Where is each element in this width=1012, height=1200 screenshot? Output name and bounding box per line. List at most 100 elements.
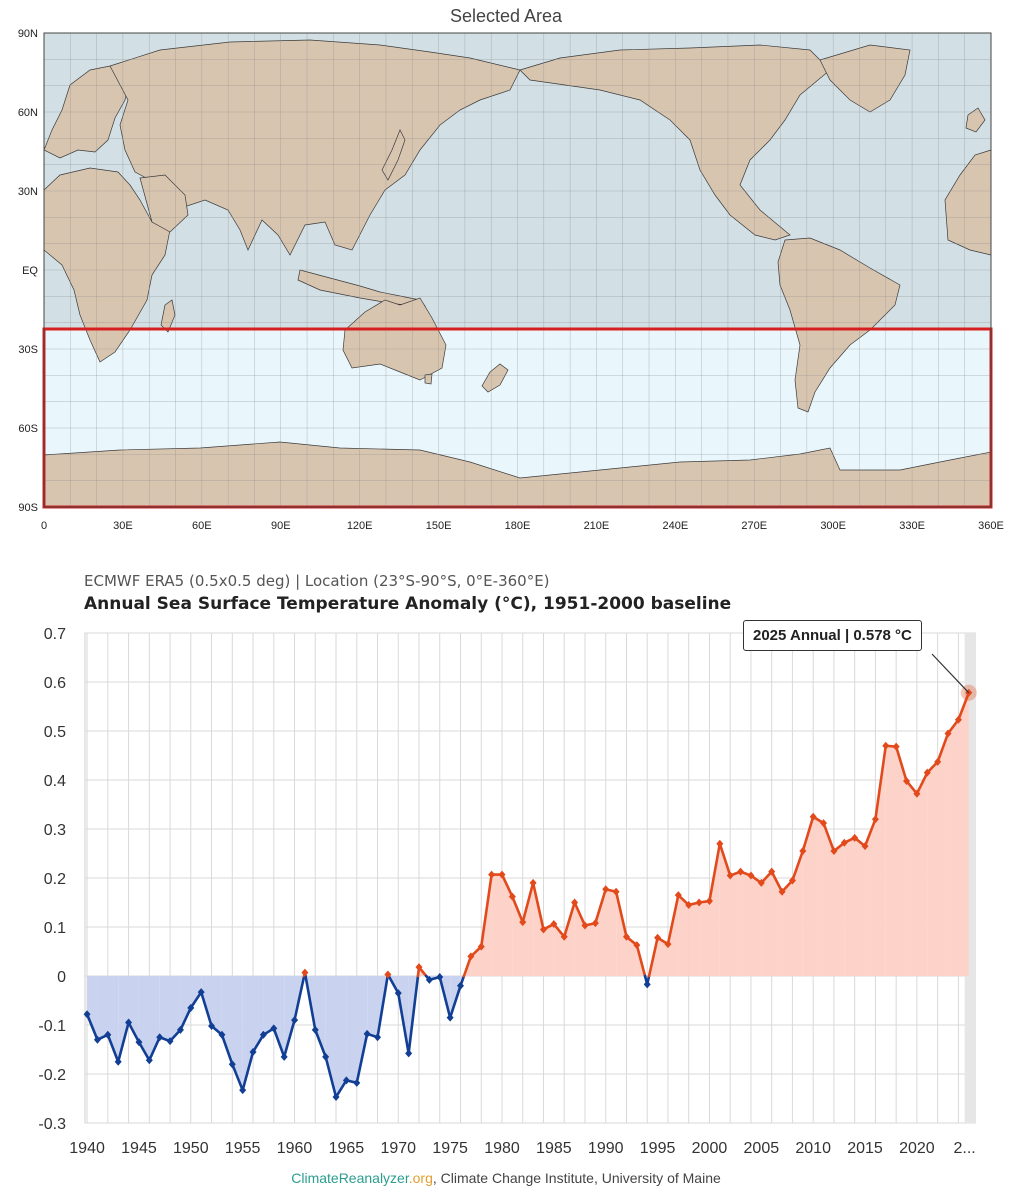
data-point[interactable] — [809, 812, 817, 821]
data-point[interactable] — [622, 932, 630, 941]
data-point[interactable] — [384, 970, 392, 979]
data-point[interactable] — [685, 900, 693, 909]
data-point[interactable] — [166, 1037, 174, 1046]
map-lon-label: 60E — [192, 520, 212, 532]
data-point[interactable] — [394, 989, 402, 998]
data-point[interactable] — [353, 1078, 361, 1087]
area-segment — [367, 976, 378, 1038]
data-point[interactable] — [664, 940, 672, 949]
data-point[interactable] — [208, 1021, 216, 1030]
data-point[interactable] — [539, 925, 547, 934]
land-africa — [43, 167, 171, 363]
data-point[interactable] — [498, 870, 506, 879]
data-point[interactable] — [882, 741, 890, 750]
land-masses — [43, 39, 992, 508]
data-point[interactable] — [944, 729, 952, 738]
data-point[interactable] — [871, 815, 879, 824]
data-point[interactable] — [187, 1003, 195, 1012]
data-point[interactable] — [301, 968, 309, 977]
area-segment — [937, 733, 949, 976]
data-point[interactable] — [923, 768, 931, 777]
data-point[interactable] — [457, 981, 465, 990]
data-point[interactable] — [747, 871, 755, 880]
area-segment — [730, 871, 741, 976]
data-point[interactable] — [425, 975, 433, 984]
data-point[interactable] — [934, 757, 942, 766]
data-point[interactable] — [125, 1018, 133, 1027]
data-point[interactable] — [311, 1025, 319, 1034]
data-point[interactable] — [571, 898, 579, 907]
data-point[interactable] — [135, 1038, 143, 1047]
data-point[interactable] — [228, 1060, 236, 1069]
data-point[interactable] — [654, 933, 662, 942]
data-point[interactable] — [840, 838, 848, 847]
data-point[interactable] — [446, 1013, 454, 1022]
data-point[interactable] — [757, 878, 765, 887]
data-point[interactable] — [259, 1030, 267, 1039]
data-point[interactable] — [519, 918, 527, 927]
data-point[interactable] — [280, 1052, 288, 1061]
data-point[interactable] — [374, 1033, 382, 1042]
series-line-segment — [272, 1027, 286, 1059]
series-line-segment — [387, 974, 400, 995]
data-point[interactable] — [643, 980, 651, 989]
series-line-segment — [718, 842, 732, 877]
data-point[interactable] — [768, 867, 776, 876]
data-point[interactable] — [93, 1035, 101, 1044]
data-point[interactable] — [529, 878, 537, 887]
data-point[interactable] — [363, 1029, 371, 1038]
area-segment — [543, 924, 554, 976]
data-point[interactable] — [291, 1016, 299, 1025]
data-point[interactable] — [342, 1076, 350, 1085]
data-point[interactable] — [737, 867, 745, 876]
data-point[interactable] — [861, 842, 869, 851]
data-point[interactable] — [851, 833, 859, 842]
data-point[interactable] — [674, 891, 682, 900]
data-point[interactable] — [581, 921, 589, 930]
data-point[interactable] — [591, 919, 599, 928]
data-point[interactable] — [405, 1049, 413, 1058]
data-point[interactable] — [788, 876, 796, 885]
data-point[interactable] — [176, 1025, 184, 1034]
data-point[interactable] — [114, 1057, 122, 1066]
data-point[interactable] — [104, 1030, 112, 1039]
data-point[interactable] — [892, 742, 900, 751]
data-point[interactable] — [695, 898, 703, 907]
data-point[interactable] — [156, 1033, 164, 1042]
data-point[interactable] — [716, 839, 724, 848]
data-point[interactable] — [602, 885, 610, 894]
data-point[interactable] — [249, 1047, 257, 1056]
data-point[interactable] — [415, 963, 423, 972]
area-segment — [958, 692, 969, 976]
data-point[interactable] — [705, 897, 713, 906]
data-point[interactable] — [145, 1056, 153, 1065]
data-point[interactable] — [726, 871, 734, 880]
data-point[interactable] — [913, 789, 921, 798]
data-point[interactable] — [467, 952, 475, 961]
data-point[interactable] — [508, 892, 516, 901]
data-point[interactable] — [436, 972, 444, 981]
data-point[interactable] — [218, 1030, 226, 1039]
data-point[interactable] — [633, 941, 641, 950]
data-point[interactable] — [197, 988, 205, 997]
data-point[interactable] — [332, 1093, 340, 1102]
data-point[interactable] — [903, 776, 911, 785]
data-point[interactable] — [799, 847, 807, 856]
data-point[interactable] — [477, 942, 485, 951]
data-point[interactable] — [830, 847, 838, 856]
data-point[interactable] — [488, 870, 496, 879]
data-point[interactable] — [270, 1024, 278, 1033]
data-point[interactable] — [550, 920, 558, 929]
footer-rest: , Climate Change Institute, University o… — [432, 1170, 721, 1186]
data-point[interactable] — [820, 819, 828, 828]
map-lat-label: 60N — [18, 107, 38, 119]
data-point[interactable] — [954, 715, 962, 724]
footer-org[interactable]: .org — [408, 1170, 433, 1186]
data-point[interactable] — [239, 1086, 247, 1095]
footer-brand[interactable]: ClimateReanalyzer — [291, 1170, 409, 1186]
data-point[interactable] — [83, 1010, 91, 1019]
data-point[interactable] — [612, 887, 620, 896]
data-point[interactable] — [560, 932, 568, 941]
data-point[interactable] — [322, 1052, 330, 1061]
data-point[interactable] — [778, 887, 786, 896]
